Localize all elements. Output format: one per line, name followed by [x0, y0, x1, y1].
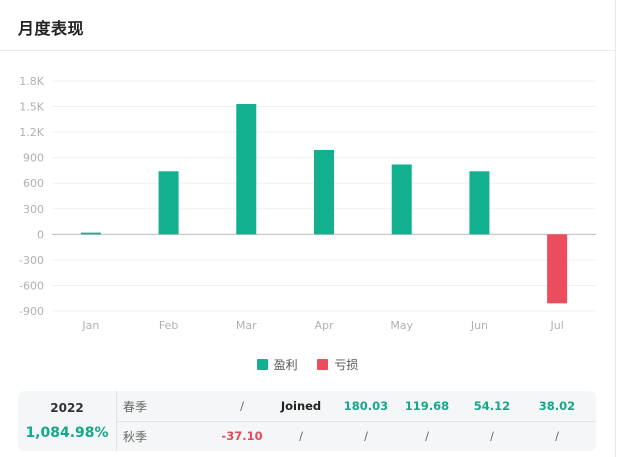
y-tick-label: 0 — [37, 228, 44, 241]
season-value-cell: / — [240, 399, 244, 413]
y-tick-label: -900 — [19, 305, 44, 318]
y-tick-label: -600 — [19, 279, 44, 292]
season-label: 春季 — [123, 400, 148, 414]
x-tick-label: Jun — [470, 319, 488, 332]
legend-label-loss: 亏损 — [334, 358, 359, 372]
bar-jun — [469, 171, 490, 235]
y-tick-label: 1.2K — [19, 126, 44, 139]
legend-item-profit[interactable]: 盈利 — [256, 356, 298, 373]
x-tick-label: Feb — [159, 319, 178, 332]
season-value-cell: / — [425, 429, 429, 443]
season-value-cell: 54.12 — [473, 399, 511, 413]
season-value-cell: 119.68 — [404, 399, 450, 413]
legend-item-loss[interactable]: 亏损 — [317, 356, 358, 373]
y-tick-label: 600 — [23, 177, 44, 190]
yearly-summary-table: 2022 1,084.98% 春季 / Joined 180.03 119.68 54.… — [18, 391, 596, 451]
season-value-cell: 38.02 — [538, 399, 576, 413]
x-tick-label: Jul — [550, 319, 564, 332]
season-value-cell: 180.03 — [343, 399, 389, 413]
legend-swatch-profit — [256, 359, 268, 370]
season-value-cell: / — [555, 429, 559, 443]
monthly-bar-chart: 1.8K 1.5K 1.2K 900 600 300 0 -300 -600 -900 Jan Feb… — [19, 75, 596, 332]
x-tick-label: May — [390, 319, 413, 332]
bar-apr — [314, 150, 334, 235]
y-tick-label: 1.8K — [19, 75, 44, 88]
legend-label-profit: 盈利 — [273, 358, 298, 372]
card-title: 月度表现 — [18, 19, 85, 38]
y-tick-label: -300 — [19, 254, 44, 267]
bar-mar — [236, 104, 257, 235]
y-tick-label: 300 — [23, 203, 44, 216]
season-row-spring: 春季 / Joined 180.03 119.68 54.12 38.02 — [117, 391, 596, 422]
season-label: 秋季 — [123, 430, 148, 444]
x-tick-label: Jan — [81, 319, 99, 332]
season-value-cell: / — [364, 429, 368, 443]
season-value-cell: Joined — [280, 399, 322, 413]
chart-legend: 盈利 亏损 — [0, 356, 615, 374]
card-header: 月度表现 — [0, 0, 615, 51]
x-tick-label: Apr — [314, 319, 334, 332]
year-total-return: 1,084.98% — [25, 425, 109, 441]
year-label: 2022 — [50, 401, 84, 415]
season-value-cell: / — [299, 429, 303, 443]
season-row-autumn: 秋季 -37.10 / / / / / — [117, 421, 596, 451]
y-tick-label: 900 — [23, 152, 44, 165]
bar-jan — [80, 232, 101, 235]
season-value-cell: -37.10 — [221, 429, 263, 443]
y-tick-label: 1.5K — [19, 101, 44, 114]
season-value-cell: / — [490, 429, 494, 443]
bar-may — [391, 164, 412, 235]
bar-feb — [158, 171, 179, 235]
legend-swatch-loss — [317, 359, 329, 370]
bar-jul — [547, 234, 568, 304]
year-summary-cell: 2022 1,084.98% — [18, 391, 117, 451]
x-tick-label: Mar — [236, 319, 257, 332]
